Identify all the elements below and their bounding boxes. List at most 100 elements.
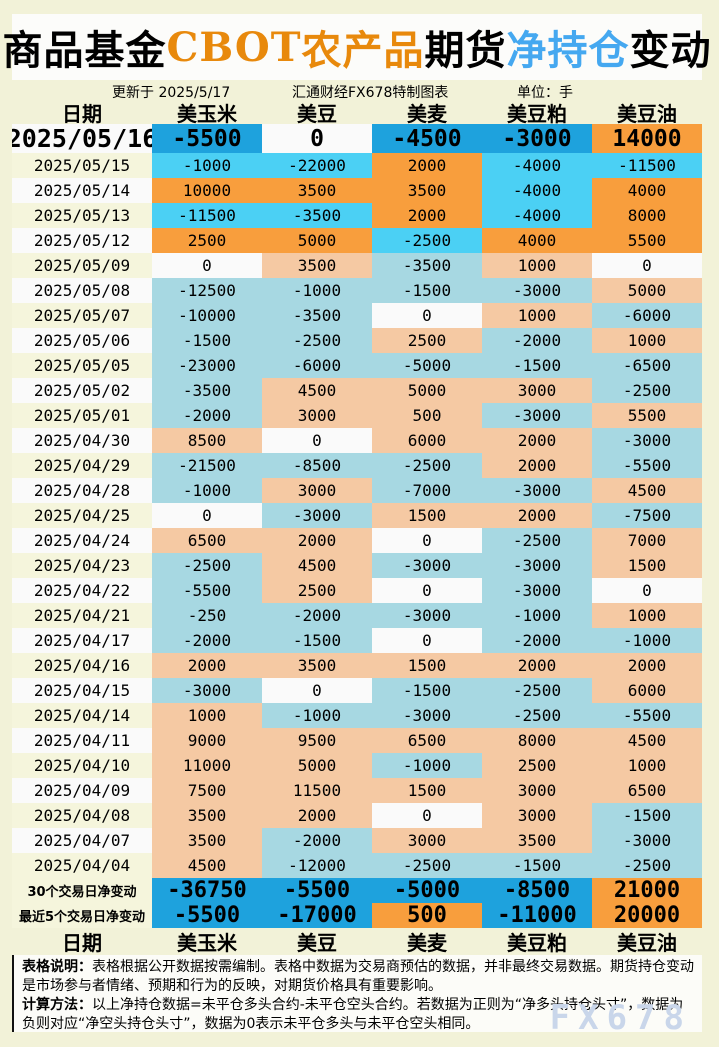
date-cell: 2025/04/10 [12,753,152,778]
value-cell-美麦: 3000 [372,828,482,853]
value-cell-美豆: -12000 [262,853,372,878]
value-cell-美玉米: -2000 [152,628,262,653]
value-cell-美麦: -1000 [372,753,482,778]
title-segment-2: 农产品 [301,27,425,74]
table-row: 2025/05/14 10000 3500 3500 -4000 4000 [12,178,702,203]
value-cell-美豆: 0 [262,678,372,703]
date-cell: 2025/04/11 [12,728,152,753]
value-cell-美麦: 0 [372,578,482,603]
value-cell-美玉米: -3500 [152,378,262,403]
value-cell-美豆: 3000 [262,403,372,428]
value-cell-美玉米: -21500 [152,453,262,478]
value-cell-美豆粕: 2000 [482,453,592,478]
value-cell-美豆油: 7000 [592,528,702,553]
date-cell: 2025/05/05 [12,353,152,378]
value-cell-美麦: 0 [372,803,482,828]
date-cell: 2025/05/06 [12,328,152,353]
table-row: 2025/05/06 -1500 -2500 2500 -2000 1000 [12,328,702,353]
date-cell: 2025/05/08 [12,278,152,303]
table-body: 2025/05/16 -5500 0 -4500 -3000 14000 2025/05/1… [12,124,702,878]
value-cell-美豆粕: 3000 [482,378,592,403]
value-cell-美玉米: 6500 [152,528,262,553]
table-row: 2025/04/17 -2000 -1500 0 -2000 -1000 [12,628,702,653]
value-cell-美玉米: -11500 [152,203,262,228]
value-cell-美豆油: 1000 [592,603,702,628]
table-footer-header-row: 日期 美玉米 美豆 美麦 美豆粕 美豆油 [12,928,702,955]
value-cell-美豆粕: -2000 [482,628,592,653]
notes-text-2: 以上净持仓数据=未平仓多头合约-未平仓空头合约。若数据为正则为“净多头持仓头寸”… [22,997,684,1032]
value-cell-美豆油: -1000 [592,628,702,653]
value-cell-美麦: 6000 [372,428,482,453]
value-cell-美玉米: 10000 [152,178,262,203]
value-cell-美豆: -8500 [262,453,372,478]
table-row: 2025/04/22 -5500 2500 0 -3000 0 [12,578,702,603]
value-cell-美豆: 4500 [262,378,372,403]
value-cell-美玉米: -23000 [152,353,262,378]
value-cell-美豆粕: 2500 [482,753,592,778]
value-cell-美豆油: -2500 [592,378,702,403]
value-cell-美豆: -3500 [262,303,372,328]
value-cell-美豆粕: 3000 [482,803,592,828]
table-row: 2025/05/05 -23000 -6000 -5000 -1500 -6500 [12,353,702,378]
value-cell-美豆粕: -3000 [482,578,592,603]
table-row: 2025/05/16 -5500 0 -4500 -3000 14000 [12,124,702,153]
summary-label: 最近5个交易日净变动 [12,903,152,928]
value-cell-美豆粕: -4000 [482,203,592,228]
table-row: 2025/04/10 11000 5000 -1000 2500 1000 [12,753,702,778]
header-col-2: 美豆 [297,102,337,124]
value-cell-美麦: 1500 [372,778,482,803]
fx678-watermark: FX678 [549,998,692,1038]
value-cell-美豆: 3500 [262,178,372,203]
value-cell-美豆粕: -3000 [482,403,592,428]
date-cell: 2025/04/24 [12,528,152,553]
value-cell-美豆: -2000 [262,603,372,628]
table-row: 2025/04/29 -21500 -8500 -2500 2000 -5500 [12,453,702,478]
table-row: 2025/05/15 -1000 -22000 2000 -4000 -11500 [12,153,702,178]
value-cell-美豆粕: 2000 [482,503,592,528]
date-cell: 2025/04/21 [12,603,152,628]
value-cell-美豆粕: 3500 [482,828,592,853]
value-cell-美玉米: -5500 [152,124,262,153]
value-cell-美豆粕: 2000 [482,653,592,678]
value-cell-美豆粕: 4000 [482,228,592,253]
table-row: 2025/04/07 3500 -2000 3000 3500 -3000 [12,828,702,853]
date-cell: 2025/05/07 [12,303,152,328]
date-cell: 2025/04/09 [12,778,152,803]
value-cell-美豆油: 1500 [592,553,702,578]
value-cell-美玉米: -2500 [152,553,262,578]
table-row: 2025/04/11 9000 9500 6500 8000 4500 [12,728,702,753]
value-cell-美豆油: 2000 [592,653,702,678]
notes-label-1: 表格说明： [22,959,92,975]
footer-col-3: 美麦 [407,930,447,955]
value-cell-美玉米: 3500 [152,803,262,828]
table-row: 2025/05/09 0 3500 -3500 1000 0 [12,253,702,278]
meta-row: 更新于 2025/5/17 汇通财经FX678特制图表 单位：手 [12,80,702,101]
value-cell-美豆粕: -2000 [482,328,592,353]
value-cell-美豆油: 6500 [592,778,702,803]
date-cell: 2025/04/15 [12,678,152,703]
value-cell-美玉米: -3000 [152,678,262,703]
value-cell-美豆: 9500 [262,728,372,753]
value-cell-美豆油: -5500 [592,453,702,478]
summary-value-美豆: -5500 [262,878,372,903]
value-cell-美豆油: 4000 [592,178,702,203]
value-cell-美玉米: -5500 [152,578,262,603]
table-row: 2025/04/30 8500 0 6000 2000 -3000 [12,428,702,453]
date-cell: 2025/04/07 [12,828,152,853]
value-cell-美麦: -1500 [372,678,482,703]
table-row: 2025/05/01 -2000 3000 500 -3000 5500 [12,403,702,428]
date-cell: 2025/04/22 [12,578,152,603]
summary-value-美豆粕: -8500 [482,878,592,903]
value-cell-美玉米: 0 [152,503,262,528]
header-col-1: 美玉米 [177,102,237,124]
date-cell: 2025/05/16 [12,124,152,153]
value-cell-美麦: 1500 [372,653,482,678]
value-cell-美豆: -1000 [262,703,372,728]
value-cell-美豆油: -11500 [592,153,702,178]
value-cell-美玉米: 4500 [152,853,262,878]
date-cell: 2025/04/30 [12,428,152,453]
summary-value-美玉米: -5500 [152,903,262,928]
footer-col-2: 美豆 [297,930,337,955]
summary-label: 30个交易日净变动 [12,878,152,903]
